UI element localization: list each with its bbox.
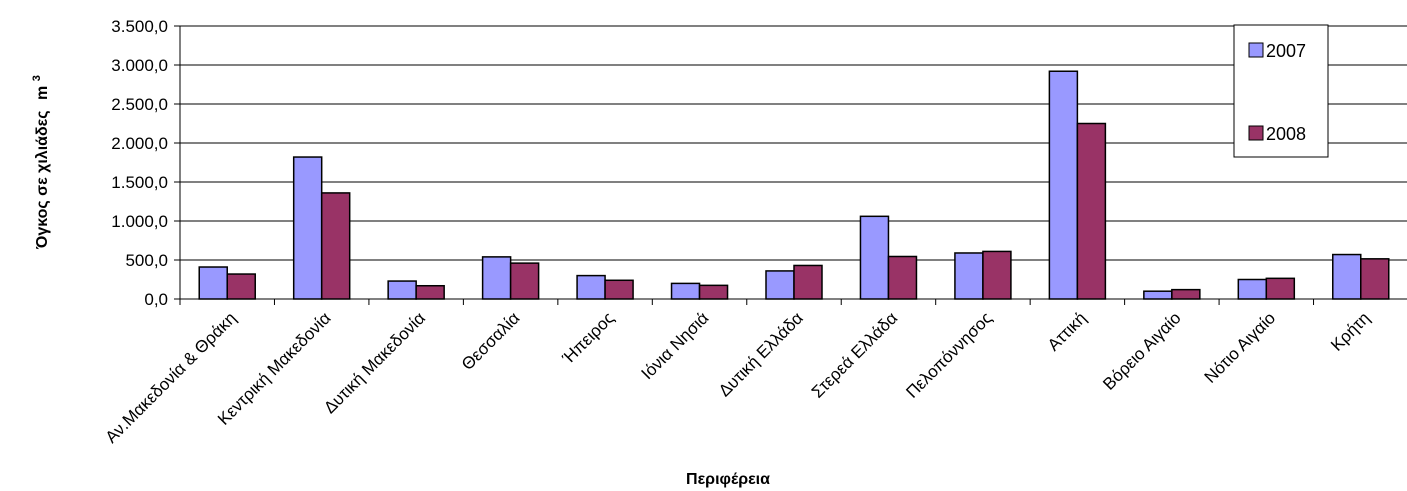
x-tick-label: Δυτική Μακεδονία [320,308,429,417]
x-tick-label: Πελοπόννησος [902,308,995,401]
x-tick-label: Δυτική Ελλάδα [715,308,807,400]
y-tick-labels: 0,0 500,0 1.000,0 1.500,0 2.000,0 2.500,0 3.00… [111,17,168,309]
bar-2007 [198,266,228,300]
y-axis-title: Όγκος σε χιλιάδες m 3 [31,75,51,250]
bar-2008 [320,192,351,300]
bar-2008 [415,284,445,300]
bar-2007 [292,156,323,300]
bar-2008 [509,262,540,300]
bar-2007 [387,280,417,300]
gridlines [174,25,1407,300]
bar-2007 [481,256,512,300]
x-tick-label: Θεσσαλία [458,308,524,374]
bar-2007 [1237,278,1268,300]
legend: 2007 2008 [1233,24,1329,158]
legend-swatch-2007 [1248,42,1264,58]
bar-2007 [765,270,795,300]
y-tick-label: 2.500,0 [111,95,168,114]
x-tick-label: Ιόνια Νησιά [638,308,713,383]
y-tick-label: 500,0 [125,251,168,270]
y-tick-label: 3.500,0 [111,17,168,36]
bar-2008 [226,273,256,300]
axes [179,26,1407,305]
bars [198,70,1390,300]
bar-2008 [887,255,918,300]
x-tick-label: Νότιο Αιγαίο [1201,308,1279,386]
bar-2007 [859,215,890,300]
x-tick-label: Αν.Μακεδονία & Θράκη [102,308,240,446]
y-axis-title-unit: m [34,86,51,100]
y-axis-title-unit-superscript: 3 [31,75,43,81]
x-tick-label: Ήπειρος [558,308,618,368]
bar-2008 [1076,122,1107,300]
bar-2008 [1171,288,1201,300]
x-tick-label: Βόρειο Αιγαίο [1099,308,1184,393]
x-tick-label: Κρήτη [1327,308,1373,354]
y-axis-title-text: Όγκος σε χιλιάδες [34,110,51,249]
bar-2007 [1048,70,1079,300]
bar-2007 [1332,253,1362,300]
bar-2007 [576,274,606,300]
bar-2008 [698,284,729,300]
x-tick-label: Αττική [1044,308,1090,354]
x-axis-title: Περιφέρεια [686,471,770,488]
legend-label-2008: 2008 [1266,124,1306,144]
bar-2008 [793,264,823,300]
bar-2007 [954,252,984,300]
bar-2007 [670,282,701,300]
legend-label-2007: 2007 [1266,41,1306,61]
y-tick-label: 0,0 [144,290,168,309]
bar-2007 [1143,290,1173,300]
bar-2008 [982,250,1012,300]
bar-2008 [604,279,634,300]
y-tick-label: 1.000,0 [111,212,168,231]
y-tick-label: 1.500,0 [111,173,168,192]
x-tick-label: Στερεά Ελλάδα [808,308,901,401]
y-tick-label: 3.000,0 [111,56,168,75]
bar-2008 [1360,258,1390,300]
bar-2008 [1265,277,1296,300]
legend-swatch-2008 [1248,125,1264,141]
y-tick-label: 2.000,0 [111,134,168,153]
